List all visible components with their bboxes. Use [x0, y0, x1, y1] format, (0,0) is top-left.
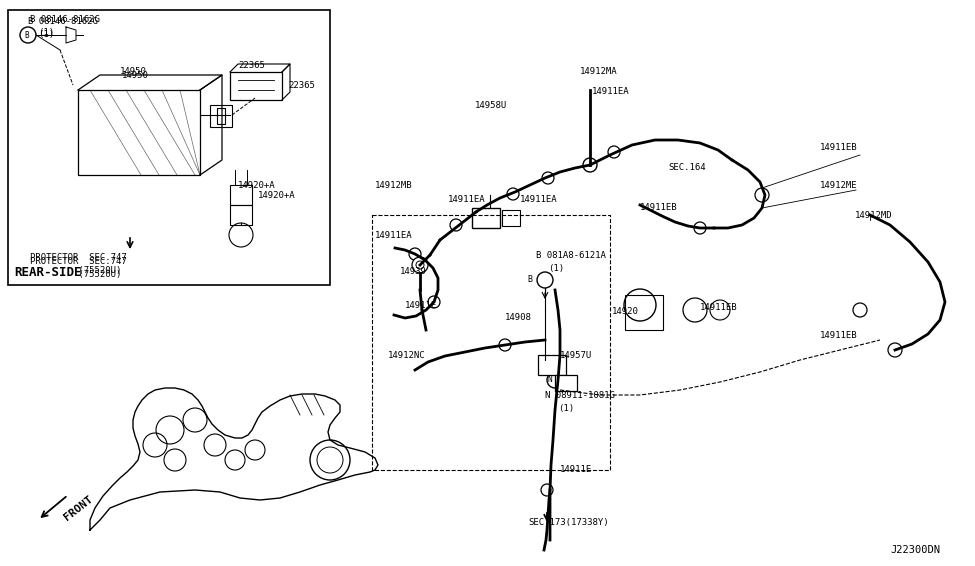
- Bar: [555, 375, 577, 391]
- Circle shape: [683, 298, 707, 322]
- Text: 14911EA: 14911EA: [520, 195, 558, 204]
- Text: B: B: [527, 276, 532, 285]
- Text: 14912MD: 14912MD: [855, 211, 893, 220]
- Circle shape: [507, 188, 519, 200]
- Text: 14920+A: 14920+A: [238, 181, 276, 190]
- Text: B 08146-8162G: B 08146-8162G: [30, 15, 99, 24]
- Bar: [8, 10, 330, 285]
- Text: 14911EA: 14911EA: [448, 195, 486, 204]
- Text: 14920+A: 14920+A: [258, 191, 295, 199]
- Text: 22365: 22365: [238, 61, 265, 70]
- Circle shape: [755, 188, 769, 202]
- Text: 14957U: 14957U: [560, 350, 592, 359]
- Circle shape: [499, 339, 511, 351]
- Circle shape: [608, 146, 620, 158]
- Bar: [230, 185, 252, 205]
- Bar: [472, 208, 500, 228]
- Text: B: B: [24, 31, 29, 40]
- Circle shape: [409, 248, 421, 260]
- Circle shape: [542, 172, 554, 184]
- Text: 14939: 14939: [400, 268, 427, 277]
- Bar: [210, 105, 232, 127]
- Bar: [538, 355, 566, 375]
- Circle shape: [624, 289, 656, 321]
- Text: 14911EB: 14911EB: [640, 204, 678, 212]
- Bar: [230, 72, 282, 100]
- Text: SEC.164: SEC.164: [668, 164, 706, 173]
- Text: N 08911-1081G: N 08911-1081G: [545, 391, 615, 400]
- Text: REAR-SIDE: REAR-SIDE: [14, 265, 82, 278]
- Circle shape: [547, 372, 563, 388]
- Text: PROTECTOR  SEC.747: PROTECTOR SEC.747: [30, 258, 127, 267]
- Bar: [502, 210, 520, 226]
- Text: 14912MB: 14912MB: [375, 181, 412, 190]
- Bar: [230, 205, 252, 225]
- Text: 14912ME: 14912ME: [820, 181, 858, 190]
- Circle shape: [450, 219, 462, 231]
- Circle shape: [541, 484, 553, 496]
- Text: 14912MA: 14912MA: [580, 67, 617, 76]
- Text: 14912NC: 14912NC: [388, 350, 426, 359]
- Text: 22365: 22365: [288, 82, 315, 91]
- Bar: [217, 108, 225, 124]
- Circle shape: [694, 222, 706, 234]
- Text: 14950: 14950: [122, 71, 149, 79]
- Text: 14958U: 14958U: [475, 101, 507, 109]
- Circle shape: [710, 300, 730, 320]
- Text: 14911EA: 14911EA: [375, 230, 412, 239]
- Text: 14911EA: 14911EA: [592, 88, 630, 96]
- Text: 14908: 14908: [505, 314, 532, 323]
- Text: (1): (1): [38, 29, 55, 38]
- Text: B 08146-8162G: B 08146-8162G: [28, 18, 98, 27]
- Text: PROTECTOR  SEC.747: PROTECTOR SEC.747: [30, 252, 127, 261]
- Text: (1): (1): [548, 264, 565, 272]
- Circle shape: [412, 257, 428, 273]
- Text: 14911EB: 14911EB: [820, 331, 858, 340]
- Circle shape: [583, 158, 597, 172]
- Text: SEC.173(17338Y): SEC.173(17338Y): [528, 517, 608, 526]
- Text: (75520U): (75520U): [30, 265, 121, 275]
- Text: FRONT: FRONT: [62, 494, 95, 522]
- Text: 14911EB: 14911EB: [700, 303, 738, 312]
- Text: 14950: 14950: [120, 67, 147, 76]
- Text: 14911E: 14911E: [560, 465, 592, 474]
- Bar: [625, 295, 663, 330]
- Circle shape: [428, 296, 440, 308]
- Text: 14920: 14920: [612, 307, 639, 316]
- Text: 14911E: 14911E: [405, 301, 437, 310]
- Text: B 081A8-6121A: B 081A8-6121A: [536, 251, 605, 259]
- Text: J22300DN: J22300DN: [890, 545, 940, 555]
- Circle shape: [888, 343, 902, 357]
- Circle shape: [853, 303, 867, 317]
- Text: (1): (1): [558, 404, 574, 413]
- Text: (1): (1): [38, 28, 55, 37]
- Text: (75520U): (75520U): [30, 271, 121, 280]
- Text: N: N: [548, 375, 552, 384]
- Text: 14911EB: 14911EB: [820, 144, 858, 152]
